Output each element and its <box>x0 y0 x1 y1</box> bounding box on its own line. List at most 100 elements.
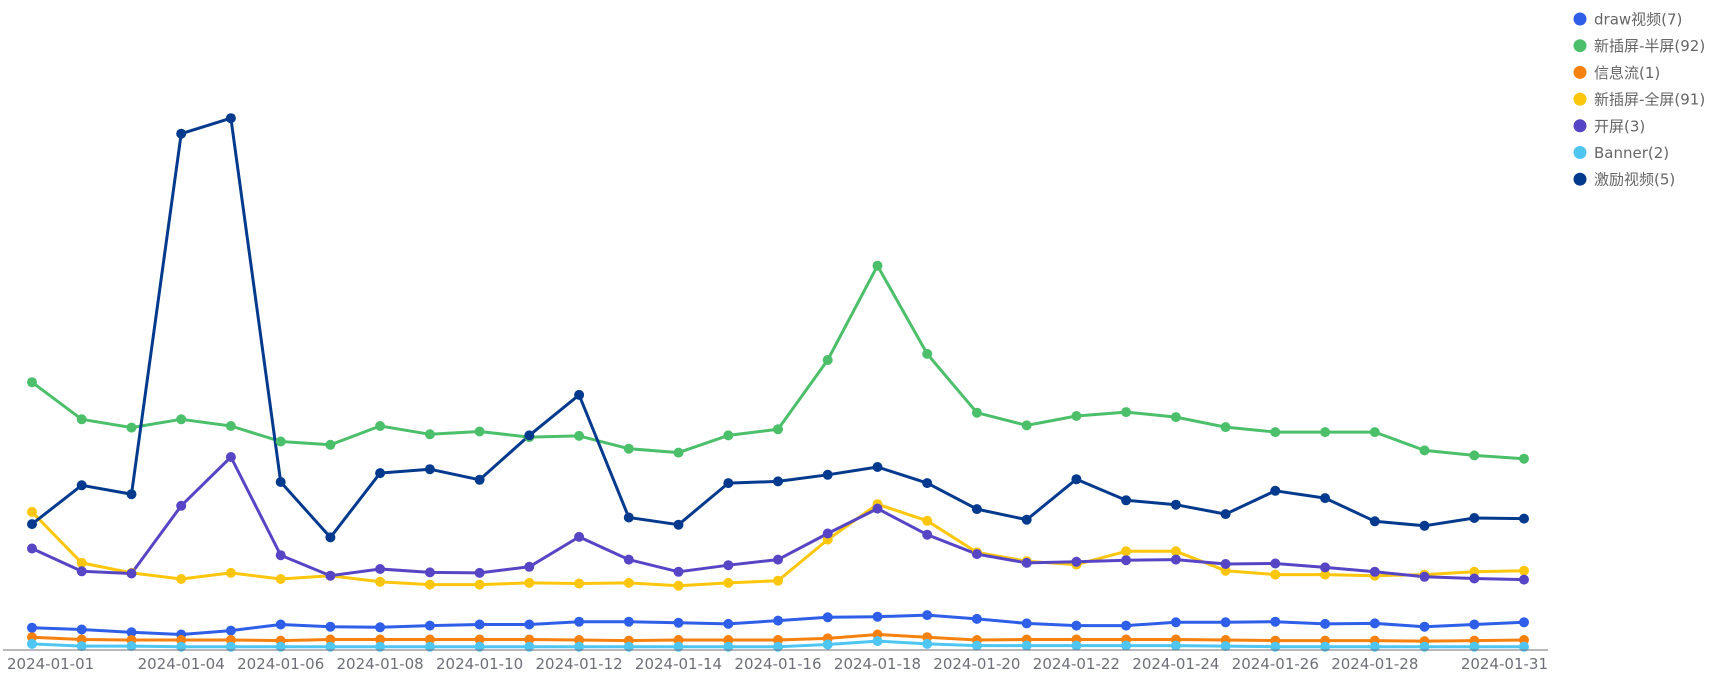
data-point[interactable] <box>225 421 236 431</box>
data-point[interactable] <box>1071 474 1082 485</box>
data-point[interactable] <box>1519 513 1529 524</box>
data-point[interactable] <box>1369 618 1380 629</box>
data-point[interactable] <box>1121 620 1132 631</box>
data-point[interactable] <box>623 512 634 523</box>
data-point[interactable] <box>922 638 933 649</box>
data-point[interactable] <box>375 468 386 479</box>
data-point[interactable] <box>922 529 933 540</box>
data-point[interactable] <box>723 641 734 652</box>
data-point[interactable] <box>325 634 336 645</box>
data-point[interactable] <box>176 641 187 652</box>
data-point[interactable] <box>225 452 236 462</box>
data-point[interactable] <box>971 504 982 515</box>
data-point[interactable] <box>922 348 933 359</box>
data-point[interactable] <box>27 622 37 633</box>
data-point[interactable] <box>27 377 37 388</box>
legend-item[interactable]: 开屏(3) <box>1573 117 1646 135</box>
data-point[interactable] <box>1071 411 1082 421</box>
data-point[interactable] <box>375 622 386 633</box>
data-point[interactable] <box>773 641 783 652</box>
data-point[interactable] <box>424 579 435 590</box>
data-point[interactable] <box>375 641 386 652</box>
data-point[interactable] <box>524 619 535 630</box>
data-point[interactable] <box>524 577 535 588</box>
data-point[interactable] <box>325 641 336 652</box>
data-point[interactable] <box>27 638 37 649</box>
data-point[interactable] <box>623 616 634 627</box>
data-point[interactable] <box>76 624 87 635</box>
data-point[interactable] <box>176 128 187 139</box>
data-point[interactable] <box>1220 641 1231 652</box>
data-point[interactable] <box>1320 569 1331 580</box>
data-point[interactable] <box>1170 499 1181 510</box>
data-point[interactable] <box>822 469 833 480</box>
data-point[interactable] <box>574 641 585 652</box>
data-point[interactable] <box>524 561 535 572</box>
data-point[interactable] <box>822 612 833 623</box>
data-point[interactable] <box>1021 618 1032 629</box>
data-point[interactable] <box>1519 565 1529 576</box>
data-point[interactable] <box>1270 641 1281 652</box>
data-point[interactable] <box>1270 616 1281 627</box>
data-point[interactable] <box>1170 617 1181 628</box>
data-point[interactable] <box>27 519 37 530</box>
data-point[interactable] <box>1121 555 1132 566</box>
data-point[interactable] <box>1419 621 1430 632</box>
data-point[interactable] <box>673 617 684 628</box>
data-point[interactable] <box>723 478 734 489</box>
data-point[interactable] <box>424 464 435 475</box>
data-point[interactable] <box>275 477 286 487</box>
data-point[interactable] <box>225 625 236 636</box>
data-point[interactable] <box>971 407 982 418</box>
data-point[interactable] <box>1270 569 1281 580</box>
data-point[interactable] <box>76 557 87 568</box>
data-point[interactable] <box>822 355 833 365</box>
data-point[interactable] <box>872 260 883 271</box>
data-point[interactable] <box>1021 557 1032 568</box>
data-point[interactable] <box>76 566 87 577</box>
data-point[interactable] <box>474 567 485 578</box>
data-point[interactable] <box>27 506 37 517</box>
data-point[interactable] <box>574 616 585 627</box>
data-point[interactable] <box>1519 617 1529 628</box>
data-point[interactable] <box>1071 620 1082 631</box>
data-point[interactable] <box>1419 571 1430 582</box>
data-point[interactable] <box>1419 520 1430 531</box>
data-point[interactable] <box>375 421 386 431</box>
data-point[interactable] <box>773 476 783 487</box>
data-point[interactable] <box>225 567 236 578</box>
data-point[interactable] <box>1519 574 1529 585</box>
data-point[interactable] <box>1220 509 1231 520</box>
data-point[interactable] <box>76 414 87 425</box>
data-point[interactable] <box>574 430 585 441</box>
data-point[interactable] <box>375 634 386 645</box>
data-point[interactable] <box>1469 450 1480 461</box>
data-point[interactable] <box>1121 640 1132 651</box>
data-point[interactable] <box>1071 640 1082 651</box>
data-point[interactable] <box>1419 445 1430 456</box>
data-point[interactable] <box>574 531 585 542</box>
data-point[interactable] <box>27 543 37 554</box>
data-point[interactable] <box>822 528 833 539</box>
data-point[interactable] <box>1021 640 1032 651</box>
data-point[interactable] <box>673 566 684 577</box>
data-point[interactable] <box>922 515 933 526</box>
data-point[interactable] <box>1170 546 1181 557</box>
data-point[interactable] <box>673 641 684 652</box>
data-point[interactable] <box>1320 562 1331 573</box>
data-point[interactable] <box>474 579 485 590</box>
legend-item[interactable]: Banner(2) <box>1573 144 1670 162</box>
legend[interactable]: draw视频(7) 新插屏-半屏(92) 信息流(1) 新插屏-全屏(91) 开屏(3)… <box>1573 11 1706 189</box>
data-point[interactable] <box>1021 420 1032 431</box>
data-point[interactable] <box>1270 558 1281 569</box>
data-point[interactable] <box>1469 513 1480 523</box>
legend-item[interactable]: 新插屏-半屏(92) <box>1573 37 1706 55</box>
data-point[interactable] <box>1071 556 1082 567</box>
data-point[interactable] <box>474 634 485 645</box>
data-point[interactable] <box>1021 514 1032 525</box>
data-point[interactable] <box>126 627 137 638</box>
data-point[interactable] <box>623 577 634 588</box>
data-point[interactable] <box>1469 641 1480 652</box>
data-point[interactable] <box>1369 427 1380 438</box>
data-point[interactable] <box>225 641 236 652</box>
